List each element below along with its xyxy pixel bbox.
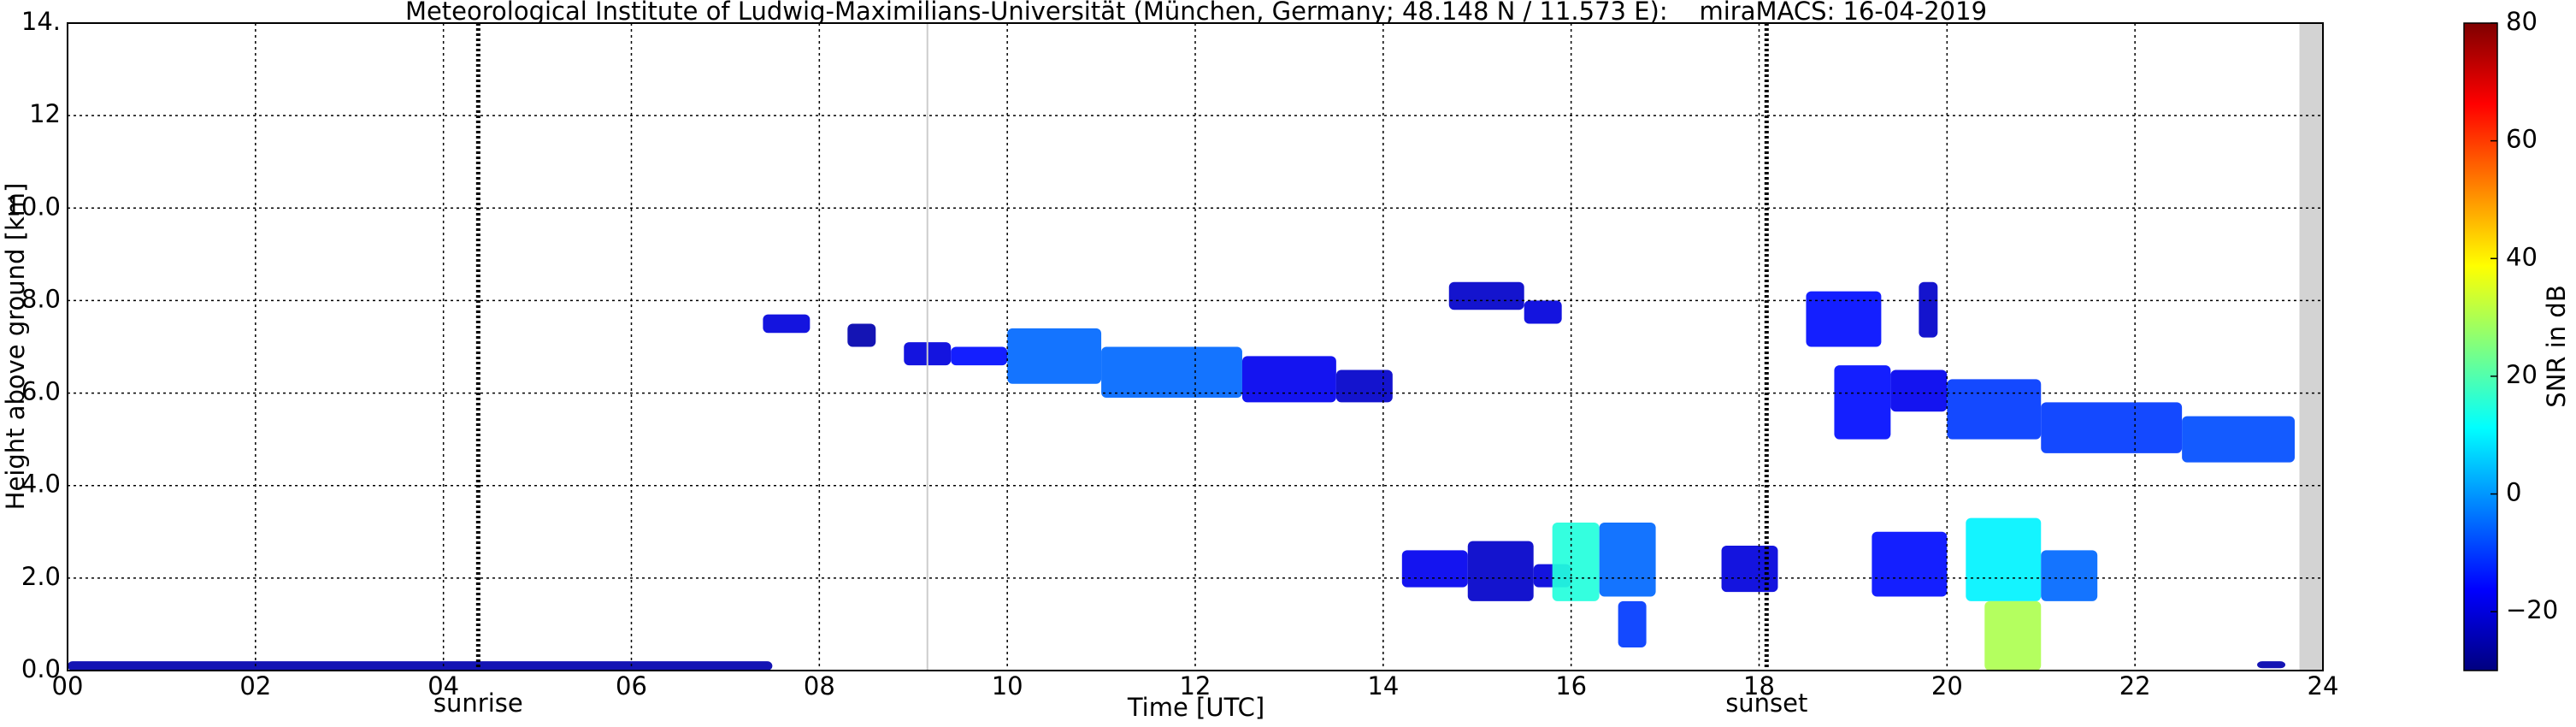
y-tick-label: 12 [29,99,61,128]
y-tick-label: 6.0 [21,377,61,406]
snr-patch [2257,661,2286,669]
snr-patch [1919,281,1938,338]
y-tick-label: 10.0 [5,192,61,221]
x-tick-label: 16 [1555,671,1587,700]
x-tick-label: 10 [992,671,1023,700]
x-tick-label: 24 [2308,671,2339,700]
snr-patch [1241,356,1336,403]
event-label: sunset [1725,689,1807,718]
snr-patch [1101,346,1242,398]
snr-patch [1448,281,1524,310]
snr-patch [1721,546,1778,593]
snr-patch [1524,300,1562,324]
colorbar-tick-label: 0 [2506,478,2521,507]
snr-patch [1401,550,1468,588]
snr-patch [2041,550,2098,601]
missing-data-shade [2299,23,2323,671]
snr-patch [1984,600,2042,671]
x-tick-label: 06 [616,671,647,700]
snr-patch [1599,522,1656,597]
x-tick-label: 00 [52,671,84,700]
snr-patch [951,346,1008,366]
snr-patch [1834,365,1891,440]
chart-title: Meteorological Institute of Ludwig-Maxim… [405,0,1987,26]
snr-patch [2041,402,2183,453]
snr-patch [1618,600,1647,647]
colorbar [2463,22,2498,671]
event-label: sunrise [433,689,523,718]
y-axis-label: Height above ground [km] [1,183,30,511]
snr-patch [1890,369,1948,412]
x-axis-label: Time [UTC] [1127,693,1264,722]
snr-patch [1966,517,2042,601]
y-tick-label: 4.0 [21,470,61,499]
x-tick-label: 04 [427,671,459,700]
y-tick-label: 2.0 [21,562,61,591]
snr-patch [68,661,773,671]
snr-patch [1872,531,1948,597]
snr-patch [1007,328,1102,384]
y-tick-label: 8.0 [21,284,61,313]
x-tick-label: 18 [1743,671,1775,700]
y-tick-label: 0.0 [21,654,61,683]
snr-patch [847,323,876,347]
colorbar-tick-label: 80 [2506,7,2538,36]
plot-frame [67,22,2324,671]
colorbar-tick-label: 20 [2506,360,2538,389]
snr-patch [2182,416,2296,463]
x-tick-label: 20 [1931,671,1963,700]
snr-patch [1806,291,1882,347]
colorbar-label: SNR in dB [2542,285,2571,407]
snr-patch [763,314,811,334]
y-tick-label: 14. [21,7,61,36]
colorbar-tick-label: −20 [2506,595,2558,624]
snr-patch [1947,379,2042,440]
x-tick-label: 02 [239,671,271,700]
x-tick-label: 08 [804,671,835,700]
colorbar-tick-label: 40 [2506,242,2538,271]
snr-patch [1335,369,1393,403]
x-tick-label: 14 [1367,671,1399,700]
x-tick-label: 22 [2119,671,2151,700]
x-tick-label: 12 [1180,671,1211,700]
snr-patch [1467,541,1534,601]
colorbar-tick-label: 60 [2506,125,2538,154]
snr-patch [1552,522,1600,601]
